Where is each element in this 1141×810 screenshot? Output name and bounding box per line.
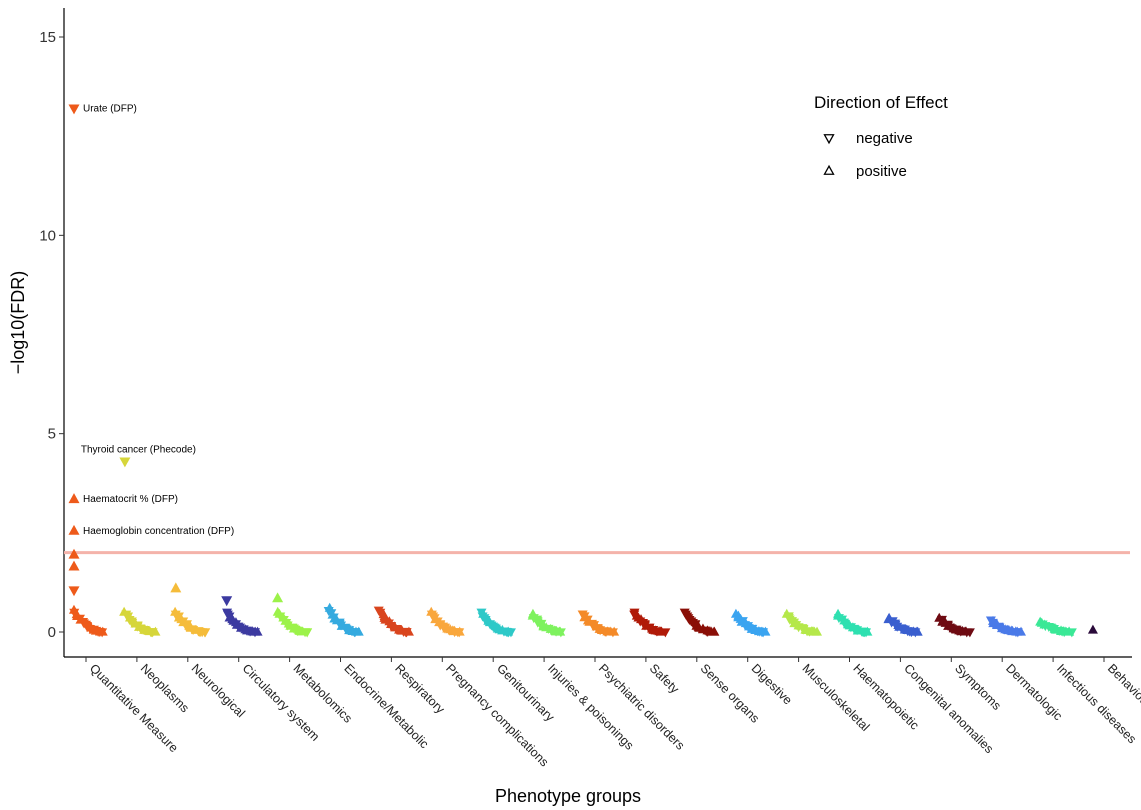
point-notable-0 bbox=[68, 548, 80, 559]
point-haematopoietic-21 bbox=[862, 626, 873, 636]
point-notable-1 bbox=[68, 560, 80, 571]
point-congenital-anomalies-21 bbox=[912, 626, 923, 636]
x-tick-label-digestive: Digestive bbox=[749, 661, 795, 707]
y-tick-label-15: 15 bbox=[39, 29, 56, 46]
point-label-1: Thyroid cancer (Phecode) bbox=[81, 444, 196, 455]
y-axis-title: −log10(FDR) bbox=[8, 271, 28, 375]
legend-label-negative: negative bbox=[856, 130, 913, 147]
x-tick-label-symptoms: Symptoms bbox=[952, 661, 1004, 713]
x-tick-label-endocrine-metabolic: Endocrine/Metabolic bbox=[341, 661, 431, 751]
y-tick-label-10: 10 bbox=[39, 227, 56, 244]
point-label-2: Haematocrit % (DFP) bbox=[83, 494, 178, 505]
x-tick-label-pregnancy-complications: Pregnancy complications bbox=[443, 661, 551, 769]
point-injuries-poisonings-21 bbox=[555, 628, 566, 638]
x-tick-label-neoplasms: Neoplasms bbox=[138, 661, 192, 715]
point-highlight-2 bbox=[68, 493, 80, 504]
point-endocrine-metabolic-21 bbox=[353, 626, 364, 636]
x-tick-label-quantitative-measure: Quantitative Measure bbox=[87, 661, 181, 755]
point-digestive-21 bbox=[760, 626, 771, 636]
point-quantitative-measure-21 bbox=[97, 626, 108, 636]
point-notable-4 bbox=[221, 596, 233, 607]
x-tick-label-psychiatric-disorders: Psychiatric disorders bbox=[596, 661, 687, 752]
legend-title: Direction of Effect bbox=[814, 93, 948, 112]
point-highlight-1 bbox=[119, 457, 131, 468]
point-pregnancy-complications-21 bbox=[454, 626, 465, 636]
point-symptoms-21 bbox=[964, 628, 975, 638]
point-highlight-0 bbox=[68, 104, 80, 115]
point-psychiatric-disorders-21 bbox=[609, 626, 620, 636]
point-highlight-3 bbox=[68, 524, 80, 535]
point-behaviour-0 bbox=[1087, 624, 1098, 634]
y-tick-label-0: 0 bbox=[48, 624, 56, 641]
point-circulatory-system-21 bbox=[252, 626, 263, 636]
legend-label-positive: positive bbox=[856, 163, 907, 180]
point-neoplasms-21 bbox=[150, 626, 161, 636]
point-safety-21 bbox=[660, 628, 671, 638]
point-notable-5 bbox=[272, 592, 284, 603]
x-tick-label-neurological: Neurological bbox=[189, 661, 248, 720]
legend-symbol-positive bbox=[823, 164, 835, 175]
point-sense-organs-21 bbox=[709, 626, 720, 636]
point-dermatologic-21 bbox=[1016, 626, 1027, 636]
legend-symbol-negative bbox=[823, 134, 835, 145]
point-neurological-21 bbox=[199, 628, 210, 638]
x-tick-label-behaviour: Behaviour bbox=[1105, 661, 1141, 711]
x-tick-label-congenital-anomalies: Congenital anomalies bbox=[901, 661, 996, 756]
x-tick-label-safety: Safety bbox=[647, 661, 682, 696]
point-notable-3 bbox=[170, 582, 182, 593]
y-tick-label-5: 5 bbox=[48, 426, 56, 443]
point-label-3: Haemoglobin concentration (DFP) bbox=[83, 526, 234, 537]
point-notable-2 bbox=[68, 586, 80, 597]
point-musculoskeletal-21 bbox=[812, 626, 823, 636]
point-infectious-diseases-21 bbox=[1066, 628, 1077, 638]
x-tick-label-injuries-poisonings: Injuries & poisonings bbox=[545, 661, 636, 752]
point-metabolomics-21 bbox=[302, 628, 313, 638]
x-axis-title: Phenotype groups bbox=[495, 786, 641, 806]
point-genitourinary-21 bbox=[505, 628, 516, 638]
point-label-0: Urate (DFP) bbox=[83, 103, 137, 114]
x-tick-label-respiratory: Respiratory bbox=[392, 661, 448, 717]
point-respiratory-21 bbox=[403, 626, 414, 636]
